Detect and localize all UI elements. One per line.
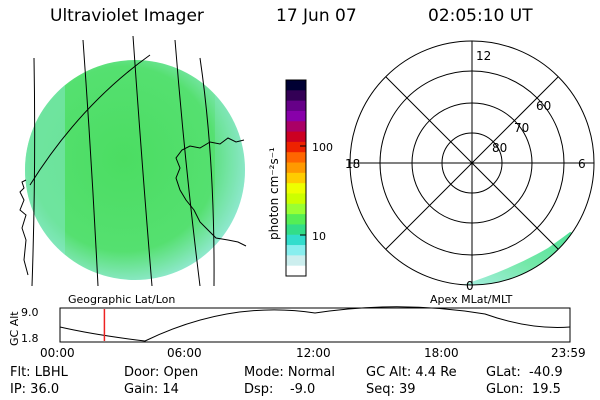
ip-info: IP: 36.0 (10, 382, 60, 397)
colorbar-swatch (286, 141, 306, 153)
colorbar (286, 80, 306, 277)
alt-ylabel: GC Alt (8, 311, 21, 346)
geo-image-panel (19, 35, 247, 286)
colorbar-swatch (286, 224, 306, 236)
dsp-info: Dsp: -9.0 (244, 382, 316, 397)
alt-xtick-1800: 18:00 (424, 346, 459, 360)
altitude-plot: 9.0 1.8 GC Alt 00:00 06:00 12:00 18:00 2… (8, 306, 586, 360)
colorbar-swatch (286, 245, 306, 256)
auroral-oval (460, 232, 594, 285)
app-title: Ultraviolet Imager (50, 6, 204, 26)
mlt-label-12: 12 (476, 49, 491, 63)
colorbar-swatch (286, 265, 306, 277)
colorbar-swatch (286, 80, 306, 91)
colorbar-swatch (286, 172, 306, 184)
colorbar-unit-label: photon cm⁻²s⁻¹ (267, 147, 281, 240)
colorbar-swatch (286, 110, 306, 122)
gain-info: Gain: 14 (124, 382, 179, 397)
colorbar-frame (285, 79, 307, 277)
altitude-curve (59, 306, 571, 342)
meridian-lines (31, 35, 215, 286)
mlat-label-80: 80 (492, 141, 507, 155)
colorbar-swatch (286, 193, 306, 205)
colorbar-swatch (286, 100, 306, 112)
colorbar-swatch (286, 162, 306, 174)
date-label: 17 Jun 07 (276, 6, 357, 26)
alt-xtick-1200: 12:00 (296, 346, 331, 360)
polar-panel-label: Apex MLat/MLT (430, 293, 513, 306)
coastline (19, 54, 247, 276)
colorbar-swatch (286, 152, 306, 164)
glat-info: GLat: -40.9 (486, 365, 563, 380)
polar-plot: 12 18 6 0 60 70 80 (345, 40, 595, 293)
mlt-label-0: 0 (466, 279, 474, 293)
mode-info: Mode: Normal (244, 365, 335, 380)
door-info: Door: Open (124, 365, 199, 380)
colorbar-tick-100: 100 (312, 141, 333, 154)
geo-panel-label: Geographic Lat/Lon (68, 293, 175, 306)
seq-info: Seq: 39 (366, 382, 416, 397)
colorbar-swatch (286, 131, 306, 143)
time-label: 02:05:10 UT (428, 6, 533, 26)
mlat-label-70: 70 (514, 121, 529, 135)
filter-info: Flt: LBHL (10, 365, 68, 380)
glon-info: GLon: 19.5 (486, 382, 561, 397)
mlat-label-60: 60 (536, 99, 551, 113)
mlt-label-6: 6 (578, 157, 586, 171)
uv-disk (25, 60, 245, 280)
alt-ytick-low: 1.8 (21, 332, 39, 345)
mlt-label-18: 18 (345, 157, 360, 171)
alt-xtick-0000: 00:00 (40, 346, 75, 360)
colorbar-swatch (286, 214, 306, 225)
alt-xtick-2359: 23:59 (551, 346, 586, 360)
alt-xtick-0600: 06:00 (167, 346, 202, 360)
colorbar-tick-10: 10 (312, 230, 326, 243)
colorbar-swatch (286, 255, 306, 267)
colorbar-swatch (286, 203, 306, 215)
gc-alt-info: GC Alt: 4.4 Re (366, 365, 457, 380)
colorbar-swatch (286, 90, 306, 102)
colorbar-swatch (286, 183, 306, 194)
colorbar-swatch (286, 121, 306, 133)
alt-ytick-high: 9.0 (21, 306, 39, 319)
colorbar-swatch (286, 234, 306, 246)
